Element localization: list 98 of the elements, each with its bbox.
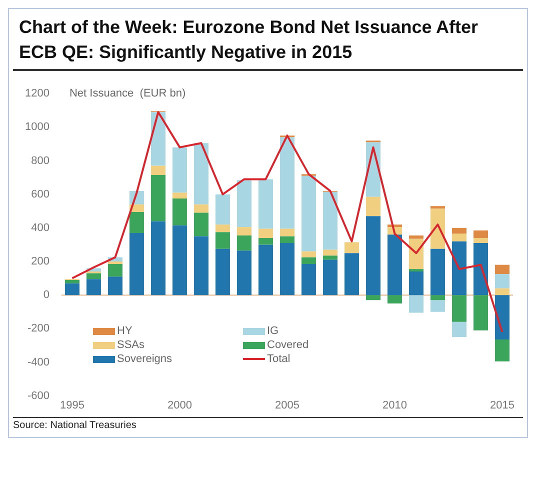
bar — [452, 234, 467, 242]
bar — [322, 250, 338, 256]
bar — [258, 179, 273, 229]
bar — [408, 269, 424, 272]
bar — [430, 206, 445, 209]
bar — [452, 241, 467, 296]
bar — [236, 250, 252, 296]
bar — [494, 264, 510, 274]
bar — [108, 264, 122, 277]
y-tick-label: 1200 — [24, 88, 50, 100]
bar — [108, 261, 122, 264]
chart-title: Chart of the Week: Eurozone Bond Net Issuance After ECB QE: Significantly Negative in 2015 — [13, 15, 523, 71]
bar — [452, 322, 467, 338]
legend-label: IG — [267, 325, 279, 337]
bar — [344, 253, 359, 296]
y-tick-label: 1000 — [24, 121, 50, 134]
bar — [108, 276, 122, 296]
bar — [236, 235, 252, 251]
bar — [172, 192, 187, 199]
bar — [387, 234, 402, 296]
bar — [408, 235, 424, 239]
bar — [64, 283, 80, 296]
legend-label: SSAs — [117, 339, 145, 351]
y-tick-label: -400 — [27, 356, 50, 368]
y-tick-label: 600 — [31, 188, 50, 200]
bar — [322, 256, 338, 260]
bar — [280, 137, 294, 229]
bar — [452, 295, 467, 322]
bar — [322, 192, 338, 250]
y-tick-label: 200 — [31, 256, 50, 268]
bar — [494, 340, 510, 362]
bar — [430, 295, 445, 300]
bar — [322, 260, 338, 296]
bar — [366, 295, 380, 300]
bar — [430, 300, 445, 312]
bar — [172, 147, 187, 193]
bar — [236, 227, 252, 236]
bar — [301, 257, 316, 264]
x-tick-label: 1995 — [60, 399, 84, 412]
bar — [452, 228, 467, 234]
bar — [301, 251, 316, 258]
bar — [430, 248, 445, 296]
bar — [408, 295, 424, 313]
bar — [430, 208, 445, 249]
bar — [473, 243, 488, 296]
bar — [150, 221, 166, 296]
x-tick-label: 2000 — [167, 399, 192, 412]
bar — [86, 273, 101, 280]
bar — [129, 212, 144, 233]
bar — [473, 295, 488, 330]
bar — [172, 198, 187, 226]
bar — [301, 264, 316, 296]
bar — [258, 238, 273, 245]
bar — [215, 248, 230, 296]
bar — [129, 232, 144, 296]
bar — [366, 196, 380, 216]
bar — [150, 175, 166, 222]
bar — [172, 225, 187, 296]
legend-label: Total — [267, 353, 290, 365]
bar — [366, 216, 380, 296]
bar — [215, 232, 230, 249]
x-tick-label: 2005 — [274, 399, 300, 412]
bar — [215, 224, 230, 232]
y-tick-label: -600 — [27, 390, 50, 402]
bar — [473, 230, 488, 238]
bar — [194, 212, 208, 236]
bar — [280, 243, 294, 296]
y-tick-label: -200 — [27, 322, 50, 335]
source-note: Source: National Treasuries — [13, 417, 523, 431]
bar — [494, 295, 510, 340]
bar — [215, 194, 230, 225]
x-tick-label: 2015 — [490, 399, 514, 412]
bar — [258, 244, 273, 296]
bar — [258, 228, 273, 238]
bar — [408, 272, 424, 296]
bar — [494, 274, 510, 288]
legend-label: Covered — [267, 339, 309, 351]
bar — [236, 180, 252, 228]
bar — [194, 143, 208, 204]
legend-label: Sovereigns — [117, 353, 172, 365]
bar — [194, 204, 208, 213]
x-tick-label: 2010 — [382, 399, 407, 412]
bar — [150, 166, 166, 176]
y-tick-label: 0 — [43, 289, 50, 302]
bar — [194, 236, 208, 296]
bar — [301, 176, 316, 252]
bar — [280, 228, 294, 236]
bar — [344, 242, 359, 254]
bar — [64, 280, 80, 284]
bar — [494, 288, 510, 296]
bar — [387, 295, 402, 304]
legend-label: HY — [117, 325, 132, 337]
y-axis-title: Net Issuance (EUR bn) — [69, 88, 186, 100]
y-tick-label: 800 — [31, 154, 50, 167]
bar — [86, 279, 101, 296]
y-tick-label: 400 — [31, 222, 50, 234]
bar — [280, 236, 294, 244]
bar — [473, 238, 488, 244]
